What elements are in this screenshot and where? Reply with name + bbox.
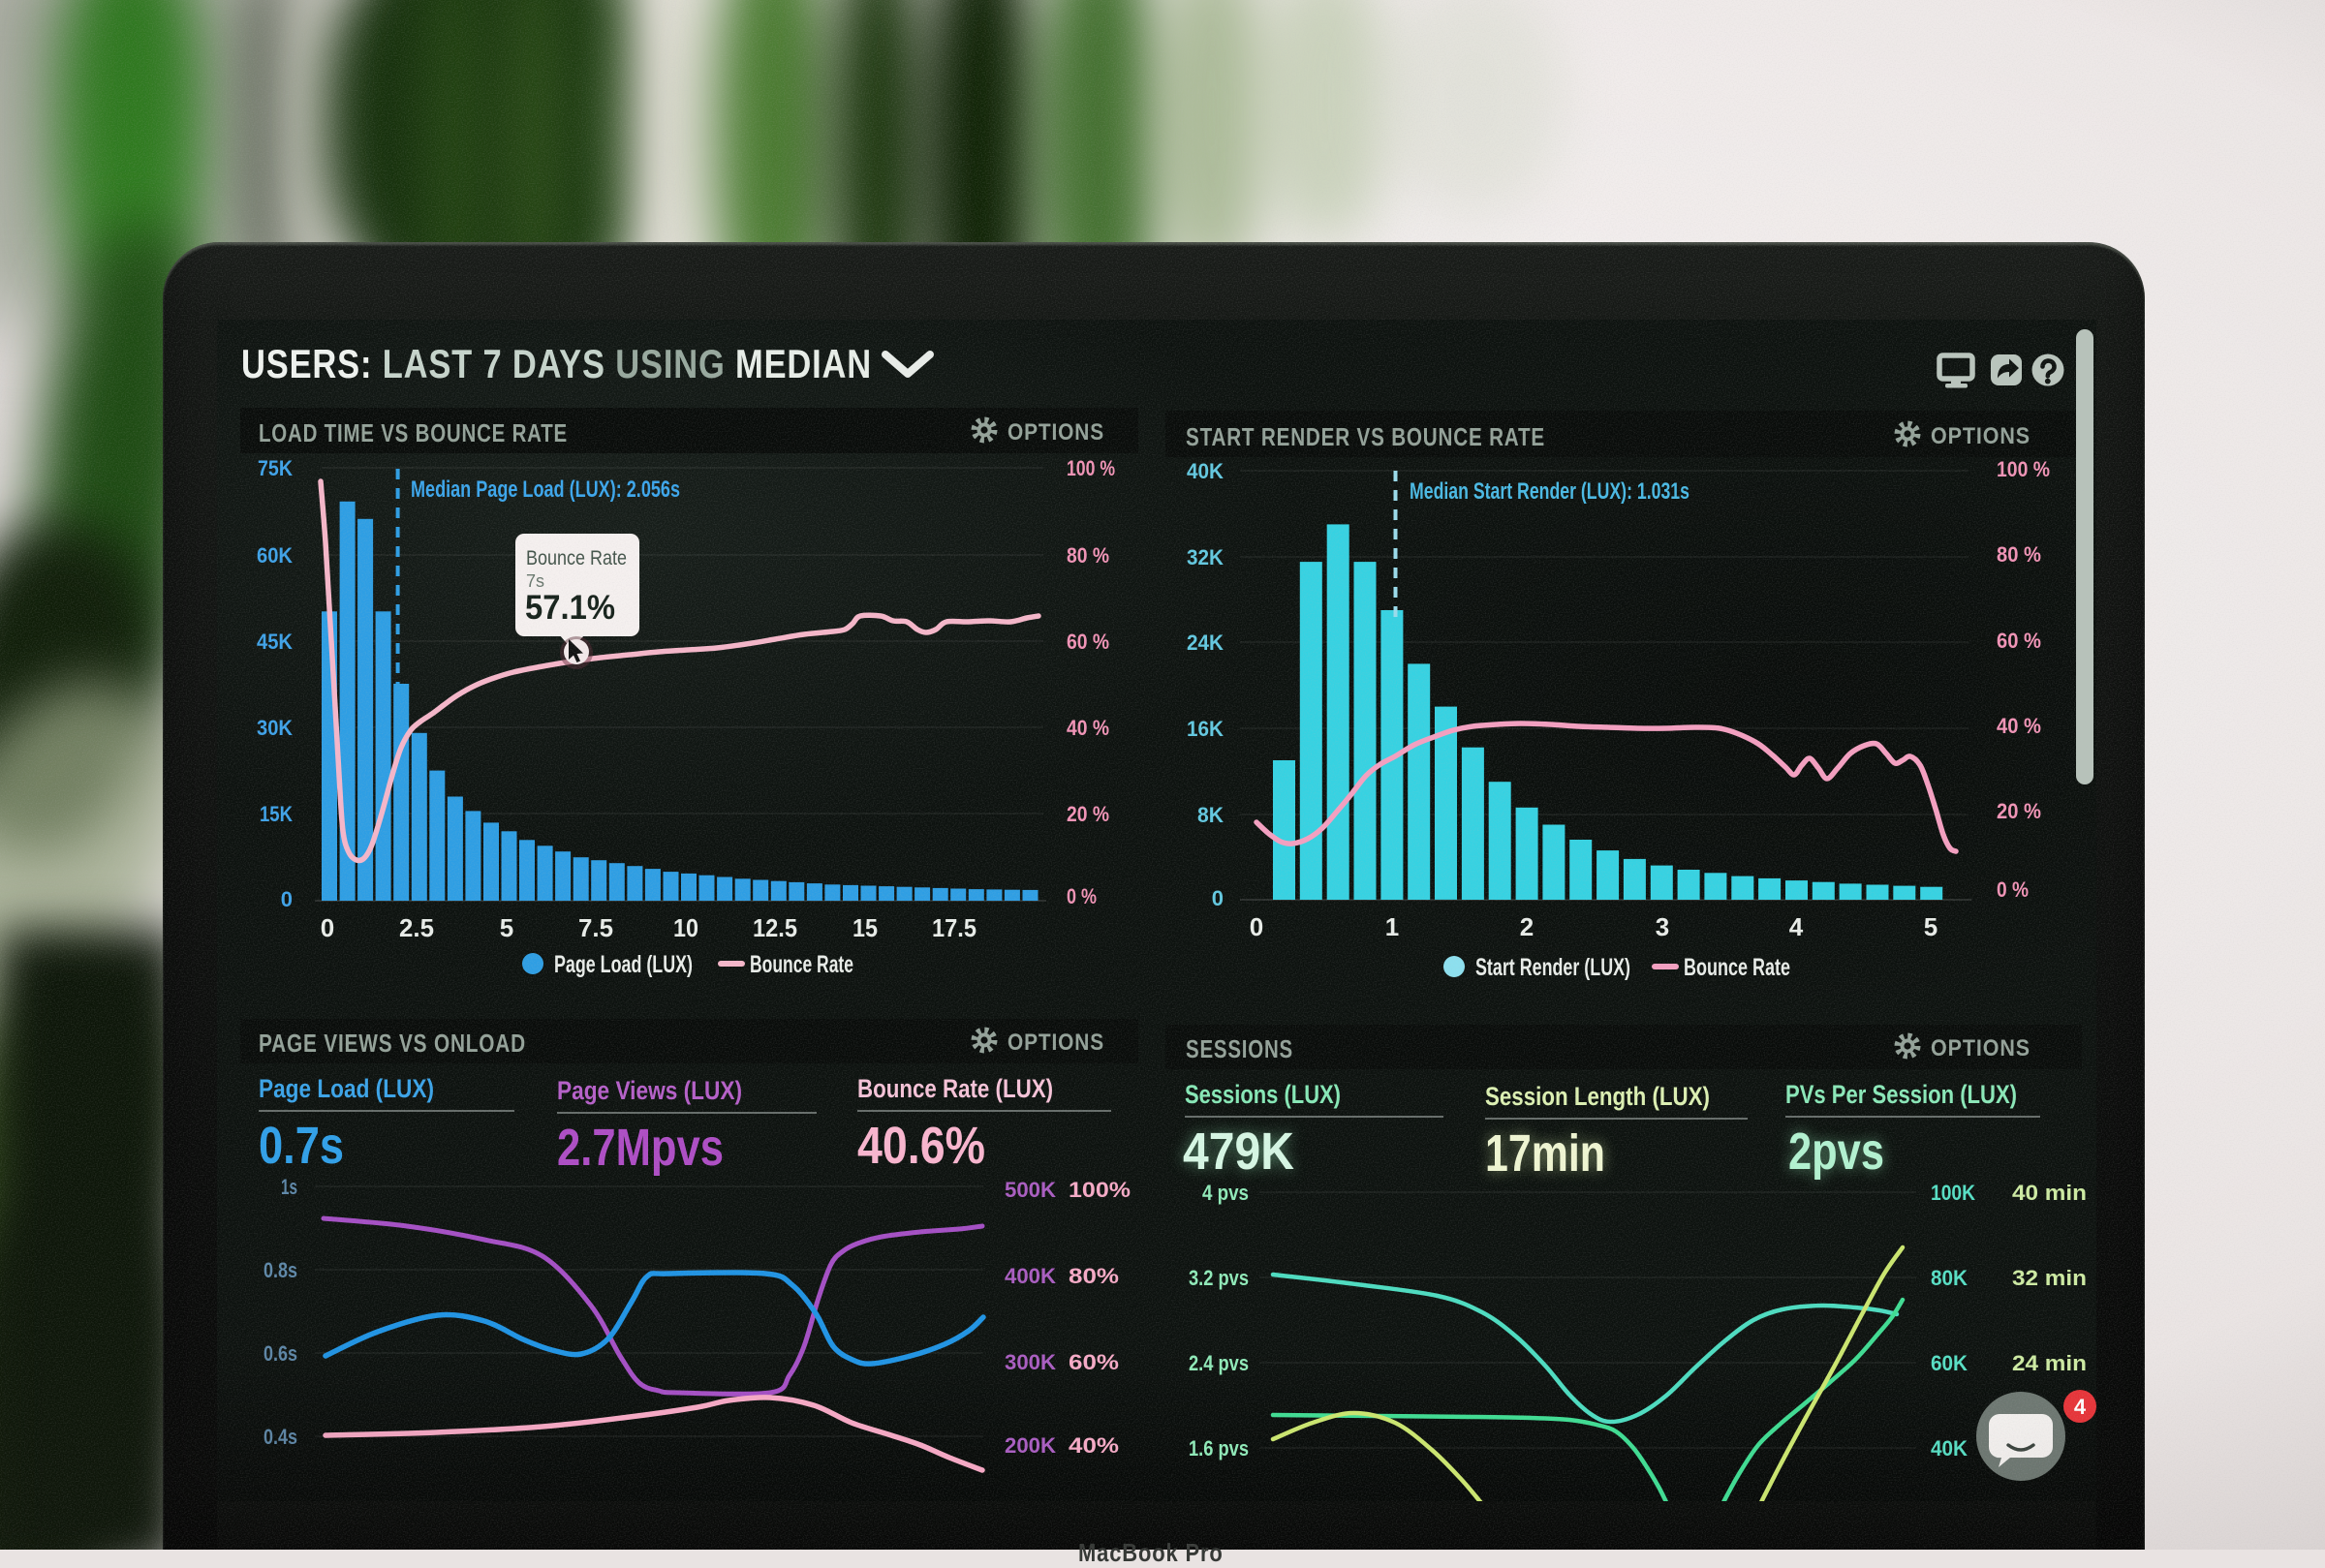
svg-text:7s: 7s [526,571,544,591]
svg-text:100K: 100K [1931,1181,1975,1205]
svg-text:0: 0 [281,887,293,911]
svg-text:2: 2 [1520,912,1534,941]
svg-text:4: 4 [2074,1395,2087,1419]
svg-text:1: 1 [1385,912,1399,941]
svg-text:1.6 pvs: 1.6 pvs [1189,1436,1249,1460]
svg-text:45K: 45K [257,630,293,654]
svg-text:30K: 30K [257,716,293,740]
svg-text:0 %: 0 % [1067,884,1097,908]
svg-text:16K: 16K [1187,717,1224,741]
svg-text:40%: 40% [1069,1433,1119,1458]
svg-text:80 %: 80 % [1997,542,2041,567]
svg-text:57.1%: 57.1% [525,589,615,627]
svg-text:40 %: 40 % [1997,714,2041,738]
svg-text:40 %: 40 % [1067,716,1109,740]
svg-text:Bounce Rate: Bounce Rate [750,951,853,978]
svg-text:40K: 40K [1931,1436,1968,1460]
svg-text:24 min: 24 min [2012,1351,2087,1375]
svg-text:100 %: 100 % [1067,456,1115,480]
svg-text:4 pvs: 4 pvs [1202,1181,1249,1205]
svg-text:80%: 80% [1069,1264,1119,1288]
svg-text:1s: 1s [281,1175,297,1199]
svg-text:3: 3 [1656,912,1669,941]
svg-text:20 %: 20 % [1067,802,1109,826]
svg-text:2.4 pvs: 2.4 pvs [1189,1351,1249,1375]
svg-text:0: 0 [1250,912,1263,941]
svg-text:24K: 24K [1187,630,1224,655]
svg-text:32K: 32K [1187,545,1224,569]
svg-text:60K: 60K [257,543,293,568]
svg-text:60%: 60% [1069,1350,1119,1374]
svg-text:60 %: 60 % [1067,630,1109,654]
svg-text:32 min: 32 min [2012,1266,2087,1290]
svg-text:3.2 pvs: 3.2 pvs [1189,1266,1249,1290]
svg-text:Start Render (LUX): Start Render (LUX) [1475,954,1630,981]
svg-text:200K: 200K [1005,1433,1056,1458]
svg-text:10: 10 [673,913,698,942]
svg-text:0.6s: 0.6s [264,1341,297,1366]
svg-text:7.5: 7.5 [578,913,613,942]
svg-text:5: 5 [1924,912,1938,941]
svg-text:0: 0 [321,913,334,942]
svg-text:400K: 400K [1005,1264,1056,1288]
svg-text:5: 5 [500,913,513,942]
svg-text:100%: 100% [1069,1178,1131,1202]
svg-text:0: 0 [1212,886,1224,910]
svg-text:300K: 300K [1005,1350,1056,1374]
svg-text:80K: 80K [1931,1266,1968,1290]
svg-text:Page Load (LUX): Page Load (LUX) [554,951,693,978]
svg-text:60K: 60K [1931,1351,1968,1375]
svg-text:500K: 500K [1005,1178,1056,1202]
svg-text:17.5: 17.5 [932,913,976,942]
svg-text:15: 15 [852,913,878,942]
svg-text:75K: 75K [258,456,293,480]
svg-text:12.5: 12.5 [753,913,797,942]
svg-text:4: 4 [1789,912,1804,941]
svg-text:20 %: 20 % [1997,799,2041,823]
svg-text:0.8s: 0.8s [264,1258,297,1282]
svg-text:0 %: 0 % [1997,877,2029,902]
svg-text:8K: 8K [1197,803,1224,827]
svg-text:Bounce Rate: Bounce Rate [526,547,627,569]
svg-text:60 %: 60 % [1997,629,2041,653]
svg-text:100 %: 100 % [1997,457,2050,481]
svg-text:40 min: 40 min [2012,1181,2087,1205]
svg-text:2.5: 2.5 [399,913,434,942]
svg-text:Bounce Rate: Bounce Rate [1684,954,1790,981]
svg-text:0.4s: 0.4s [264,1425,297,1449]
svg-text:40K: 40K [1187,459,1224,483]
svg-text:15K: 15K [260,802,293,826]
svg-text:80 %: 80 % [1067,543,1109,568]
